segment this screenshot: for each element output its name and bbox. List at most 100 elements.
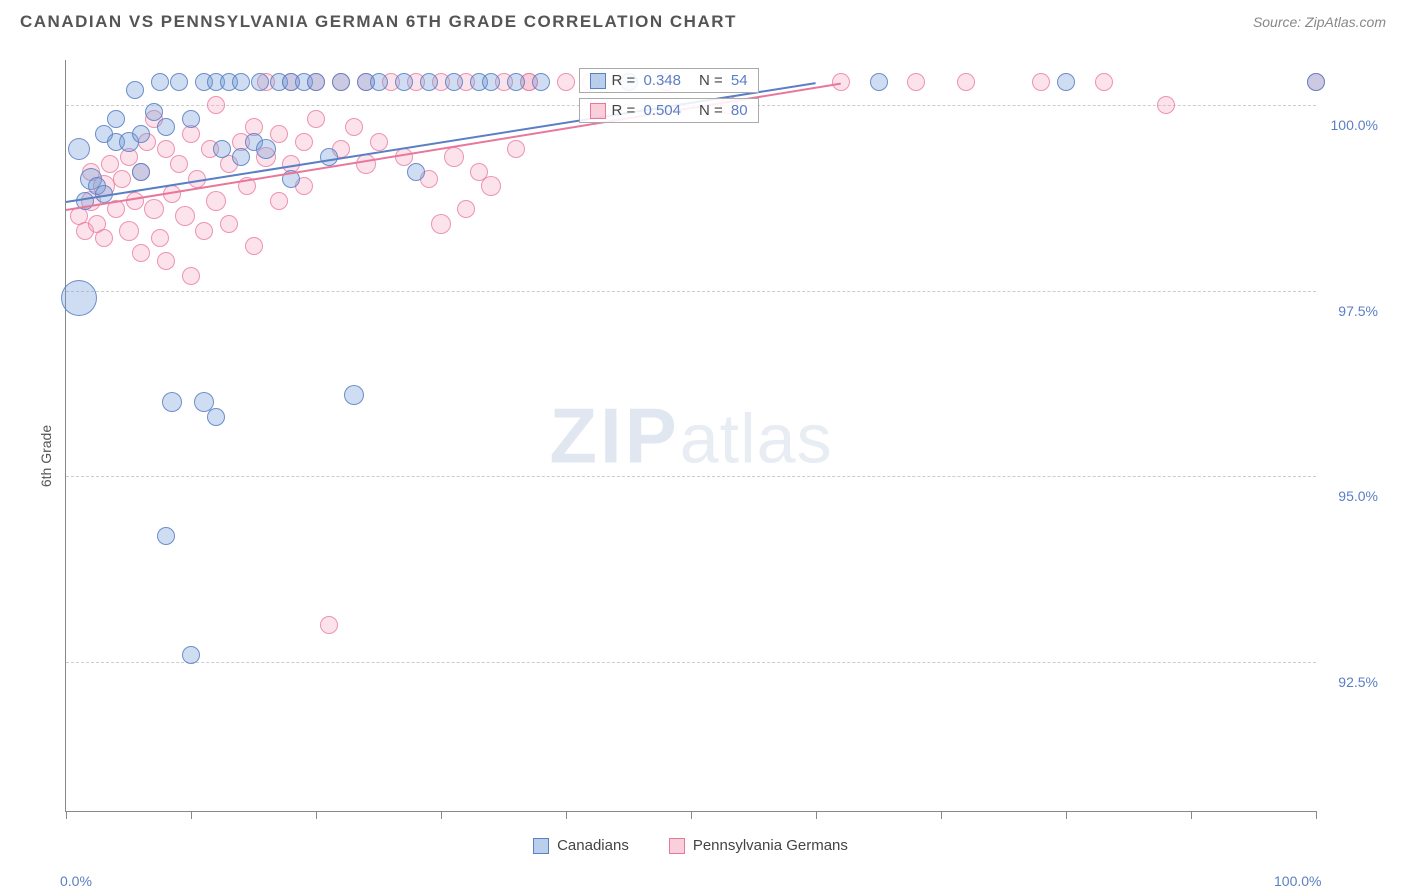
stat-n-label: N = 54 bbox=[699, 72, 748, 89]
data-point bbox=[1095, 73, 1113, 91]
y-tick-label: 97.5% bbox=[1338, 303, 1378, 319]
data-point bbox=[232, 148, 250, 166]
legend-item-canadians: Canadians bbox=[533, 837, 629, 854]
gridline bbox=[66, 662, 1316, 663]
data-point bbox=[170, 155, 188, 173]
data-point bbox=[245, 237, 263, 255]
chart-title: CANADIAN VS PENNSYLVANIA GERMAN 6TH GRAD… bbox=[20, 12, 737, 32]
y-tick-label: 92.5% bbox=[1338, 674, 1378, 690]
legend-label-canadians: Canadians bbox=[557, 837, 629, 854]
data-point bbox=[344, 385, 364, 405]
bottom-legend: Canadians Pennsylvania Germans bbox=[65, 837, 1316, 854]
gridline bbox=[66, 476, 1316, 477]
data-point bbox=[151, 73, 169, 91]
data-point bbox=[907, 73, 925, 91]
data-point bbox=[957, 73, 975, 91]
data-point bbox=[256, 139, 276, 159]
data-point bbox=[431, 214, 451, 234]
data-point bbox=[420, 73, 438, 91]
swatch-blue bbox=[533, 838, 549, 854]
swatch-pink bbox=[590, 103, 606, 119]
data-point bbox=[132, 163, 150, 181]
data-point bbox=[1157, 96, 1175, 114]
data-point bbox=[307, 73, 325, 91]
x-tick bbox=[816, 811, 817, 819]
data-point bbox=[95, 229, 113, 247]
watermark: ZIPatlas bbox=[549, 390, 832, 481]
data-point bbox=[407, 163, 425, 181]
data-point bbox=[132, 244, 150, 262]
data-point bbox=[507, 140, 525, 158]
data-point bbox=[157, 140, 175, 158]
data-point bbox=[182, 267, 200, 285]
data-point bbox=[68, 138, 90, 160]
x-tick bbox=[1316, 811, 1317, 819]
gridline bbox=[66, 291, 1316, 292]
y-tick-label: 100.0% bbox=[1331, 117, 1378, 133]
data-point bbox=[832, 73, 850, 91]
data-point bbox=[1057, 73, 1075, 91]
stat-n-label: N = 80 bbox=[699, 102, 748, 119]
data-point bbox=[170, 73, 188, 91]
data-point bbox=[870, 73, 888, 91]
data-point bbox=[232, 73, 250, 91]
data-point bbox=[107, 110, 125, 128]
data-point bbox=[295, 133, 313, 151]
data-point bbox=[126, 192, 144, 210]
data-point bbox=[370, 73, 388, 91]
data-point bbox=[157, 527, 175, 545]
stat-r-label: R = 0.348 bbox=[612, 72, 681, 89]
data-point bbox=[220, 215, 238, 233]
data-point bbox=[457, 200, 475, 218]
data-point bbox=[445, 73, 463, 91]
x-tick bbox=[1066, 811, 1067, 819]
swatch-pink bbox=[669, 838, 685, 854]
data-point bbox=[182, 646, 200, 664]
data-point bbox=[332, 73, 350, 91]
data-point bbox=[444, 147, 464, 167]
data-point bbox=[482, 73, 500, 91]
x-tick bbox=[441, 811, 442, 819]
data-point bbox=[251, 73, 269, 91]
x-tick bbox=[566, 811, 567, 819]
data-point bbox=[151, 229, 169, 247]
data-point bbox=[206, 191, 226, 211]
data-point bbox=[320, 616, 338, 634]
chart-source: Source: ZipAtlas.com bbox=[1253, 14, 1386, 30]
data-point bbox=[61, 280, 97, 316]
stat-box: R = 0.348 N = 54 bbox=[579, 68, 759, 93]
data-point bbox=[557, 73, 575, 91]
x-tick bbox=[941, 811, 942, 819]
y-tick-label: 95.0% bbox=[1338, 488, 1378, 504]
data-point bbox=[175, 206, 195, 226]
data-point bbox=[345, 118, 363, 136]
data-point bbox=[195, 222, 213, 240]
legend-item-penn-germans: Pennsylvania Germans bbox=[669, 837, 848, 854]
swatch-blue bbox=[590, 73, 606, 89]
stat-r-label: R = 0.504 bbox=[612, 102, 681, 119]
chart-area: 6th Grade ZIPatlas 92.5% 95.0% 97.5% 100.0%… bbox=[20, 50, 1386, 862]
legend-label-penn-germans: Pennsylvania Germans bbox=[693, 837, 848, 854]
data-point bbox=[370, 133, 388, 151]
data-point bbox=[270, 192, 288, 210]
data-point bbox=[132, 125, 150, 143]
x-tick bbox=[691, 811, 692, 819]
data-point bbox=[145, 103, 163, 121]
data-point bbox=[213, 140, 231, 158]
data-point bbox=[119, 221, 139, 241]
data-point bbox=[1307, 73, 1325, 91]
data-point bbox=[157, 118, 175, 136]
x-tick bbox=[1191, 811, 1192, 819]
data-point bbox=[507, 73, 525, 91]
data-point bbox=[307, 110, 325, 128]
data-point bbox=[356, 154, 376, 174]
data-point bbox=[182, 110, 200, 128]
data-point bbox=[481, 176, 501, 196]
data-point bbox=[162, 392, 182, 412]
data-point bbox=[157, 252, 175, 270]
x-tick-label: 0.0% bbox=[60, 873, 92, 889]
stat-box: R = 0.504 N = 80 bbox=[579, 98, 759, 123]
y-axis-label: 6th Grade bbox=[38, 425, 54, 487]
data-point bbox=[207, 96, 225, 114]
data-point bbox=[532, 73, 550, 91]
